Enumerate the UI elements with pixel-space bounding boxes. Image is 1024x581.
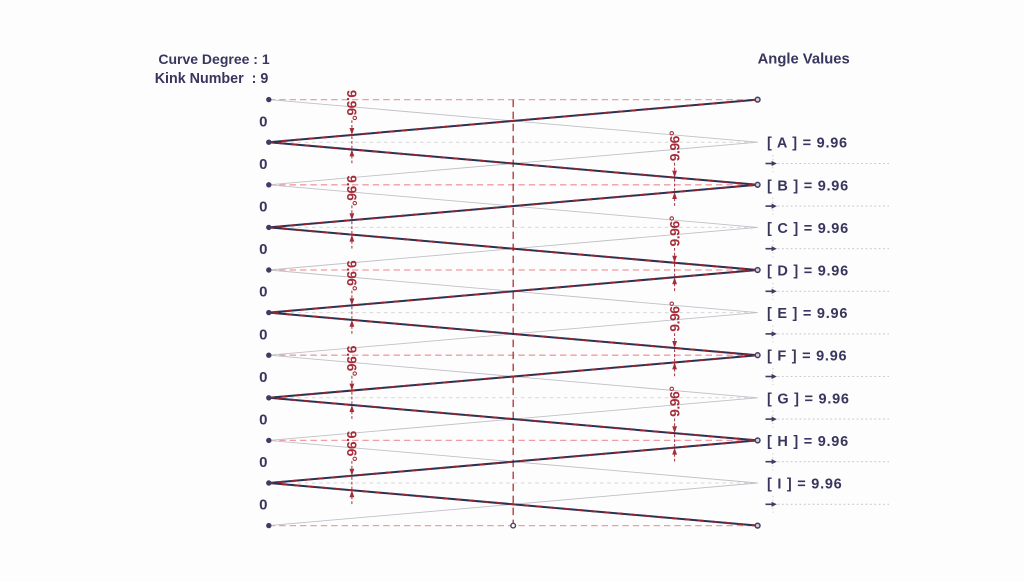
svg-text:0: 0: [259, 113, 267, 130]
svg-text:[ I ] = 9.96: [ I ] = 9.96: [767, 477, 843, 493]
svg-text:0: 0: [259, 284, 267, 301]
svg-text:0: 0: [259, 454, 267, 471]
svg-text:[ G ] = 9.96: [ G ] = 9.96: [767, 391, 850, 407]
svg-text:0: 0: [259, 497, 267, 514]
svg-text:9.96°: 9.96°: [344, 346, 360, 376]
svg-text:9.96°: 9.96°: [344, 431, 360, 461]
svg-text:[ H ] = 9.96: [ H ] = 9.96: [767, 434, 849, 450]
svg-text:Angle Values: Angle Values: [758, 52, 850, 68]
svg-text:9.96°: 9.96°: [667, 131, 683, 161]
svg-text:9.96°: 9.96°: [344, 90, 360, 120]
svg-text:0: 0: [259, 156, 267, 173]
svg-text:[ F ] = 9.96: [ F ] = 9.96: [767, 349, 847, 365]
svg-text:9.96°: 9.96°: [344, 175, 360, 205]
svg-text:9.96°: 9.96°: [667, 301, 683, 331]
svg-text:0: 0: [259, 326, 267, 343]
svg-text:9.96°: 9.96°: [344, 260, 360, 290]
svg-text:0: 0: [259, 369, 267, 386]
svg-text:[ C ] = 9.96: [ C ] = 9.96: [767, 221, 849, 237]
svg-text:[ B ] = 9.96: [ B ] = 9.96: [767, 178, 849, 194]
svg-text:9.96°: 9.96°: [667, 387, 683, 417]
svg-text:Kink Number : 9: Kink Number : 9: [155, 71, 269, 87]
svg-text:9.96°: 9.96°: [667, 216, 683, 246]
svg-text:[ E ] = 9.96: [ E ] = 9.96: [767, 306, 848, 322]
svg-text:[ D ] = 9.96: [ D ] = 9.96: [767, 264, 849, 280]
svg-text:0: 0: [259, 241, 267, 258]
svg-text:0: 0: [259, 412, 267, 429]
svg-text:Curve Degree : 1: Curve Degree : 1: [158, 51, 269, 67]
svg-text:0: 0: [259, 199, 267, 216]
svg-text:[ A ] = 9.96: [ A ] = 9.96: [767, 136, 848, 152]
